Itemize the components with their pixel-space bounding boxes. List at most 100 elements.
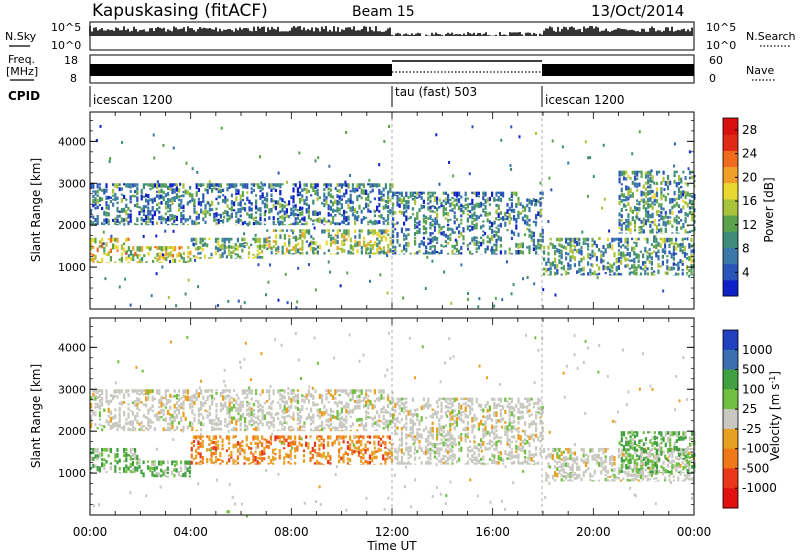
echo-cell (343, 405, 346, 409)
echo-cell (212, 440, 215, 445)
echo-cell (602, 450, 605, 455)
echo-cell (526, 457, 529, 460)
echo-cell (539, 243, 542, 250)
echo-cell (136, 402, 139, 407)
echo-cell (131, 401, 134, 405)
echo-cell (629, 439, 632, 445)
echo-cell (654, 235, 657, 239)
echo-cell (394, 456, 397, 460)
echo-cell (447, 409, 450, 413)
echo-cell (627, 196, 630, 201)
echo-cell (256, 256, 259, 259)
echo-cell (188, 466, 191, 470)
echo-cell (407, 410, 410, 416)
echo-cell (155, 234, 158, 238)
echo-cell (482, 230, 485, 233)
echo-cell (631, 441, 634, 447)
nsearch-tick-bottom: 10^0 (706, 39, 736, 52)
echo-cell (246, 408, 249, 412)
echo-cell (180, 397, 183, 400)
echo-cell (290, 416, 293, 419)
echo-cell (173, 416, 176, 422)
echo-cell (637, 470, 640, 475)
echo-cell (513, 419, 516, 424)
echo-cell (642, 431, 645, 434)
echo-cell (191, 219, 194, 225)
echo-cell (162, 143, 165, 147)
echo-cell (414, 223, 417, 230)
echo-cell (484, 431, 487, 437)
echo-cell (469, 405, 472, 410)
echo-cell (545, 268, 548, 273)
echo-cell (318, 447, 321, 451)
echo-cell (197, 197, 200, 201)
echo-cell (573, 256, 576, 261)
echo-cell (127, 213, 130, 219)
echo-cell (142, 389, 145, 392)
echo-cell (305, 208, 308, 214)
echo-cell (602, 264, 605, 271)
echo-cell (112, 198, 115, 201)
echo-cell (101, 206, 104, 211)
echo-cell (510, 425, 513, 430)
echo-cell (497, 439, 500, 443)
echo-cell (626, 478, 629, 482)
echo-cell (125, 452, 128, 458)
echo-cell (272, 216, 275, 221)
echo-cell (235, 409, 238, 413)
echo-cell (650, 267, 653, 271)
echo-cell (296, 242, 300, 246)
echo-cell (358, 389, 361, 393)
echo-cell (394, 402, 397, 408)
echo-cell (551, 474, 554, 480)
echo-cell (621, 348, 624, 352)
echo-cell (646, 455, 649, 459)
echo-cell (358, 185, 361, 189)
echo-cell (278, 449, 281, 454)
echo-cell (368, 454, 372, 460)
echo-cell (633, 440, 637, 446)
echo-cell (620, 468, 623, 471)
echo-cell (628, 464, 631, 468)
echo-cell (120, 256, 123, 263)
echo-cell (532, 463, 535, 465)
echo-cell (217, 458, 220, 462)
echo-cell (398, 243, 401, 247)
echo-cell (502, 405, 505, 410)
echo-cell (673, 242, 676, 246)
echo-cell (391, 251, 394, 255)
echo-cell (107, 414, 110, 418)
echo-cell (686, 463, 689, 468)
echo-cell (624, 254, 627, 257)
echo-cell (238, 449, 241, 453)
echo-cell (390, 451, 394, 457)
echo-cell (631, 209, 634, 214)
echo-cell (125, 203, 128, 209)
echo-cell (318, 415, 321, 420)
echo-cell (686, 213, 689, 217)
echo-cell (230, 406, 233, 412)
echo-cell (573, 248, 576, 251)
echo-cell (134, 447, 137, 453)
echo-cell (484, 247, 487, 254)
echo-cell (433, 211, 436, 214)
echo-cell (660, 215, 663, 221)
echo-cell (675, 242, 678, 246)
echo-cell (360, 439, 363, 443)
echo-cell (321, 219, 324, 224)
echo-cell (617, 252, 620, 256)
echo-cell (162, 256, 166, 261)
echo-cell (217, 188, 220, 191)
echo-cell (673, 142, 676, 146)
echo-cell (96, 454, 99, 459)
echo-cell (116, 453, 119, 458)
echo-cell (121, 140, 124, 144)
echo-cell (233, 183, 236, 189)
echo-cell (98, 389, 101, 393)
echo-cell (638, 439, 641, 444)
echo-cell (624, 452, 627, 458)
echo-cell (103, 252, 106, 255)
echo-cell (620, 193, 623, 198)
echo-cell (211, 400, 214, 406)
echo-cell (136, 246, 139, 252)
